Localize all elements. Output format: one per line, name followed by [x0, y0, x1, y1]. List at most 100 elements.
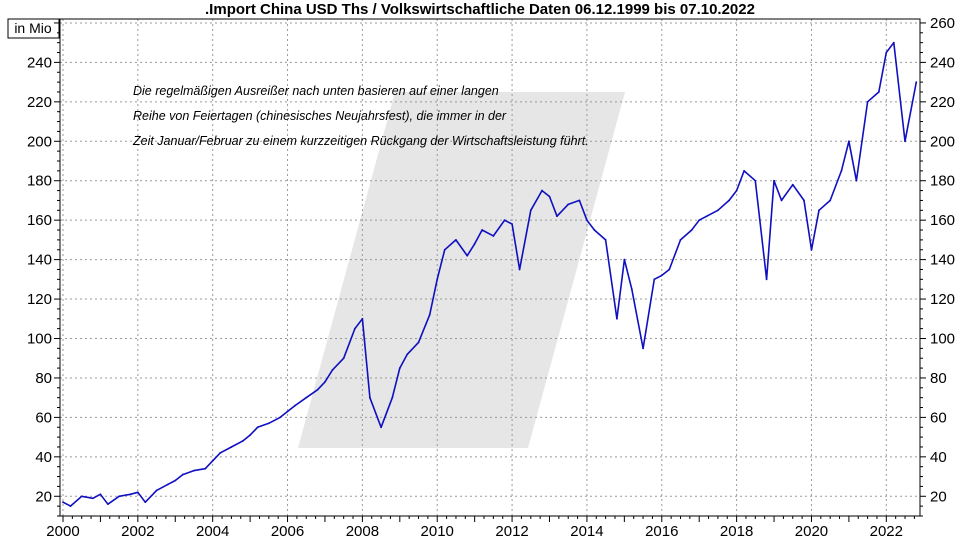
- series-point: [380, 426, 382, 429]
- series-point: [342, 357, 345, 360]
- y-tick-label-left: 220: [27, 94, 52, 111]
- series-point: [144, 501, 147, 504]
- series-point: [511, 223, 513, 226]
- series-point: [840, 169, 843, 172]
- series-point: [593, 229, 596, 231]
- y-tick-label-right: 220: [930, 94, 955, 111]
- series-point: [155, 489, 158, 492]
- series-point: [193, 469, 195, 472]
- series-point: [653, 278, 656, 281]
- annotation-line-2: Reihe von Feiertagen (chinesisches Neuja…: [133, 109, 507, 123]
- series-point: [548, 195, 551, 198]
- series-point: [698, 219, 701, 222]
- x-tick-label: 2016: [645, 523, 678, 540]
- series-point: [473, 242, 476, 245]
- series-point: [754, 179, 757, 182]
- series-point: [780, 199, 783, 202]
- series-point: [398, 367, 401, 369]
- x-tick-label: 2020: [795, 523, 828, 540]
- series-point: [436, 278, 439, 281]
- series-point: [847, 140, 850, 143]
- series-point: [256, 426, 259, 429]
- unit-label-box: in Mio: [7, 18, 60, 39]
- series-point: [211, 459, 214, 462]
- series-point: [69, 505, 72, 508]
- x-tick-label: 2014: [570, 523, 603, 540]
- series-point: [492, 235, 495, 237]
- series-line: [62, 41, 918, 507]
- y-tick-label-left: 160: [27, 212, 52, 229]
- x-tick-label: 2008: [346, 523, 379, 540]
- x-tick-label: 2006: [271, 523, 304, 540]
- series-point: [279, 416, 281, 419]
- x-tick-label: 2010: [421, 523, 454, 540]
- series-point: [230, 446, 233, 448]
- series-point: [604, 238, 607, 241]
- plot-frame: [59, 18, 921, 517]
- series-point: [803, 199, 805, 202]
- annotation-line-1: Die regelmäßigen Ausreißer nach unten ba…: [133, 84, 499, 98]
- series-point: [294, 404, 296, 407]
- annotation-text: Die regelmäßigen Ausreißer nach unten ba…: [132, 84, 589, 148]
- y-axis-left: 20 40 60 80 100 120 140 160 180 200 220 240: [27, 22, 60, 517]
- series-point: [92, 497, 94, 500]
- series-point: [615, 317, 618, 320]
- grid-lines: [60, 19, 920, 516]
- y-tick-label-right: 260: [930, 15, 955, 32]
- series-point: [428, 313, 431, 316]
- series-point: [765, 278, 768, 281]
- x-tick-label: 2004: [196, 523, 229, 540]
- x-tick-label: 2018: [720, 523, 753, 540]
- y-tick-label-left: 80: [35, 370, 52, 387]
- series-point: [466, 254, 469, 257]
- series-point: [529, 209, 532, 212]
- series-point: [361, 317, 364, 320]
- series-point: [166, 483, 169, 486]
- y-tick-label-left: 140: [27, 252, 52, 269]
- y-tick-label-right: 240: [930, 54, 955, 71]
- series-point: [518, 268, 521, 271]
- series-point: [174, 479, 177, 482]
- series-point: [129, 493, 132, 496]
- unit-label: in Mio: [14, 20, 52, 36]
- series-point: [915, 81, 918, 84]
- y-axis-right: 20 40 60 80 100 120 140 160 180 200 220 240 260: [920, 15, 955, 517]
- series-point: [735, 189, 738, 192]
- series-point: [791, 183, 794, 186]
- plot-border: [59, 18, 921, 517]
- series-point: [481, 229, 484, 231]
- y-tick-label-left: 20: [35, 488, 52, 505]
- series-point: [668, 268, 671, 271]
- y-tick-label-left: 60: [35, 409, 52, 426]
- series-point: [503, 219, 506, 222]
- x-tick-label: 2000: [46, 523, 79, 540]
- series-point: [541, 189, 543, 192]
- series-point: [892, 41, 895, 44]
- y-tick-label-right: 160: [930, 212, 955, 229]
- series-point: [353, 327, 356, 330]
- series-point: [705, 215, 708, 218]
- series-point: [455, 238, 457, 241]
- series-point: [623, 258, 626, 261]
- chart-title: .Import China USD Ths / Volkswirtschaftl…: [205, 1, 755, 18]
- series-point: [866, 100, 869, 103]
- series-point: [810, 248, 813, 251]
- series-point: [885, 51, 888, 54]
- annotation-line-3: Zeit Januar/Februar zu einem kurzzeitige…: [132, 134, 589, 148]
- y-tick-label-right: 120: [930, 291, 955, 308]
- series-point: [904, 140, 906, 143]
- x-tick-label: 2012: [495, 523, 528, 540]
- y-tick-label-left: 200: [27, 133, 52, 150]
- series-point: [249, 434, 252, 437]
- series-point: [368, 396, 371, 399]
- series-point: [443, 248, 446, 251]
- series-point: [267, 422, 270, 425]
- series-point: [286, 410, 289, 413]
- y-tick-label-left: 240: [27, 54, 52, 71]
- series-point: [630, 288, 633, 291]
- y-tick-label-right: 20: [930, 488, 947, 505]
- y-tick-label-right: 200: [930, 133, 955, 150]
- y-tick-label-right: 180: [930, 173, 955, 190]
- y-tick-label-left: 100: [27, 331, 52, 348]
- series-point: [679, 238, 682, 241]
